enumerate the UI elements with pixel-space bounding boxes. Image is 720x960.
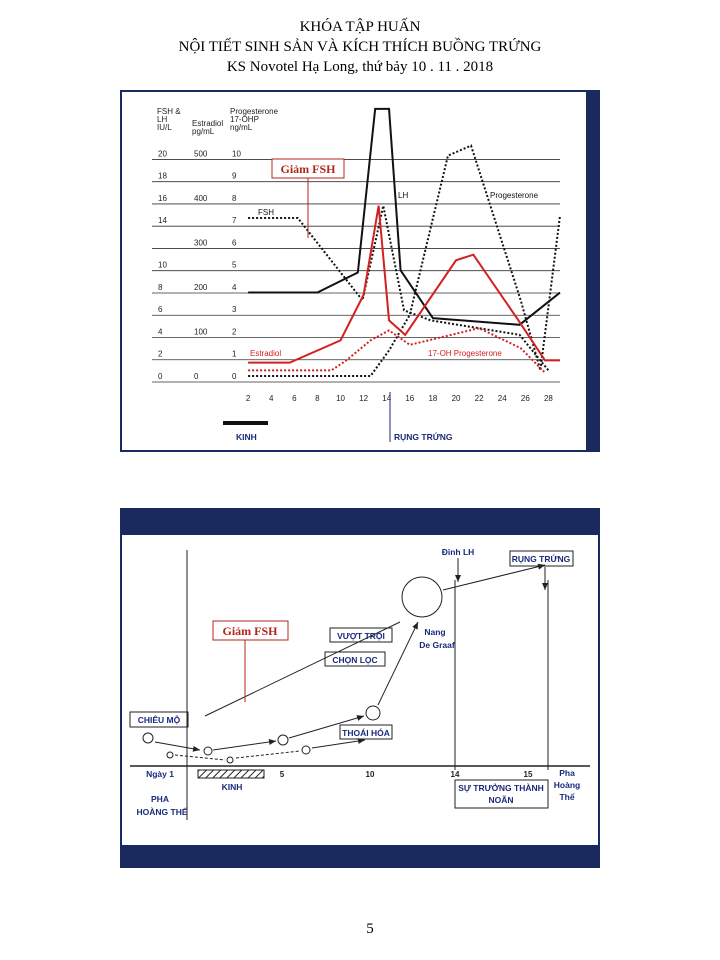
label: RỤNG TRỨNG <box>512 553 571 564</box>
y-tick-label: 6 <box>232 238 237 247</box>
y-tick-label: 10 <box>232 149 241 158</box>
y-tick-label: 2 <box>158 350 163 359</box>
day-label: 10 <box>366 770 375 779</box>
x-tick-label: 14 <box>382 394 391 403</box>
x-tick-label: 18 <box>428 394 437 403</box>
label: Đỉnh LH <box>442 547 475 557</box>
y-tick-label: 18 <box>158 172 167 181</box>
x-tick-label: 26 <box>521 394 530 403</box>
label: Hoàng <box>554 780 580 790</box>
y-tick-label: 1 <box>232 350 237 359</box>
y-tick-label: 0 <box>158 372 163 381</box>
label: PHA <box>151 794 169 804</box>
y-tick-label: 10 <box>158 261 167 270</box>
series-line <box>248 107 561 326</box>
callout-box <box>212 620 289 641</box>
y-tick-label: 4 <box>158 327 163 336</box>
callout: Giảm FSH <box>280 162 336 176</box>
y-tick-label: 500 <box>194 149 208 158</box>
phase-label: KINH <box>236 432 257 442</box>
y-tick-label: 4 <box>232 283 237 292</box>
series-line <box>248 205 560 364</box>
phase-label: RỤNG TRỨNG <box>394 431 453 442</box>
header-line: KS Novotel Hạ Long, thứ bảy 10 . 11 . 20… <box>227 59 493 75</box>
axis-title: IU/L <box>157 123 172 132</box>
page-number: 5 <box>366 921 374 937</box>
series-label: LH <box>398 191 408 200</box>
day-label: 14 <box>451 770 460 779</box>
axis-title: ng/mL <box>230 123 253 132</box>
x-tick-label: 20 <box>452 394 461 403</box>
x-tick-label: 6 <box>292 394 297 403</box>
label: Nang <box>424 627 445 637</box>
y-tick-label: 20 <box>158 149 167 158</box>
label: Pha <box>559 768 575 778</box>
y-tick-label: 200 <box>194 283 208 292</box>
axis-title: FSH & <box>157 107 181 116</box>
menses-hatch <box>197 769 265 779</box>
y-tick-label: 300 <box>194 238 208 247</box>
y-tick-label: 100 <box>194 327 208 336</box>
diagram-lines <box>129 550 590 820</box>
x-tick-label: 16 <box>405 394 414 403</box>
label: KINH <box>222 782 243 792</box>
label: Ngày 1 <box>146 769 174 779</box>
day-label: 5 <box>280 770 285 779</box>
label: Thể <box>559 792 574 802</box>
slide-body <box>122 535 598 845</box>
x-tick-label: 22 <box>475 394 484 403</box>
y-tick-label: 0 <box>194 372 199 381</box>
series-line <box>248 327 546 374</box>
header-line: KHÓA TẬP HUẤN <box>300 18 421 35</box>
y-tick-label: 400 <box>194 194 208 203</box>
label: SỰ TRƯỞNG THÀNH <box>458 782 544 793</box>
y-tick-label: 3 <box>232 305 237 314</box>
axis-title: LH <box>157 115 167 124</box>
y-tick-label: 16 <box>158 194 167 203</box>
series-label: Estradiol <box>250 349 281 358</box>
series-label: 17-OH Progesterone <box>428 349 502 358</box>
series-line <box>248 205 550 372</box>
series-label: Progesterone <box>490 191 539 200</box>
y-tick-label: 5 <box>232 261 237 270</box>
x-tick-label: 28 <box>544 394 553 403</box>
label: Giảm FSH <box>222 624 278 638</box>
y-tick-label: 14 <box>158 216 167 225</box>
label: CHIÊU MỘ <box>138 714 181 725</box>
diagram-labels: Đỉnh LH RỤNG TRỨNG Giảm FSH VƯỢT TRỘI Na… <box>137 547 581 817</box>
y-tick-label: 2 <box>232 327 237 336</box>
label: HOÀNG THỂ <box>137 806 188 817</box>
y-tick-label: 9 <box>232 172 237 181</box>
label: NOÃN <box>488 795 513 805</box>
y-tick-label: 6 <box>158 305 163 314</box>
label: CHỌN LỌC <box>332 655 377 665</box>
header-line: NỘI TIẾT SINH SẢN VÀ KÍCH THÍCH BUỒNG TR… <box>179 37 542 55</box>
label: De Graaf <box>419 640 455 650</box>
day-label: 15 <box>524 770 533 779</box>
axis-title: Progesterone <box>230 107 279 116</box>
series-line <box>248 144 561 377</box>
axis-title: pg/mL <box>192 127 215 136</box>
menses-bar <box>223 421 268 425</box>
y-tick-label: 7 <box>232 216 237 225</box>
x-tick-label: 10 <box>336 394 345 403</box>
series-label: FSH <box>258 208 274 217</box>
x-tick-label: 4 <box>269 394 274 403</box>
x-tick-label: 12 <box>359 394 368 403</box>
x-tick-label: 2 <box>246 394 251 403</box>
y-tick-label: 0 <box>232 372 237 381</box>
y-tick-label: 8 <box>232 194 237 203</box>
label: THOÁI HÓA <box>342 727 390 738</box>
axis-title: 17-OHP <box>230 115 259 124</box>
axis-title: Estradiol <box>192 119 223 128</box>
x-tick-label: 8 <box>315 394 320 403</box>
x-tick-label: 24 <box>498 394 507 403</box>
label: VƯỢT TRỘI <box>337 630 385 641</box>
y-tick-label: 8 <box>158 283 163 292</box>
